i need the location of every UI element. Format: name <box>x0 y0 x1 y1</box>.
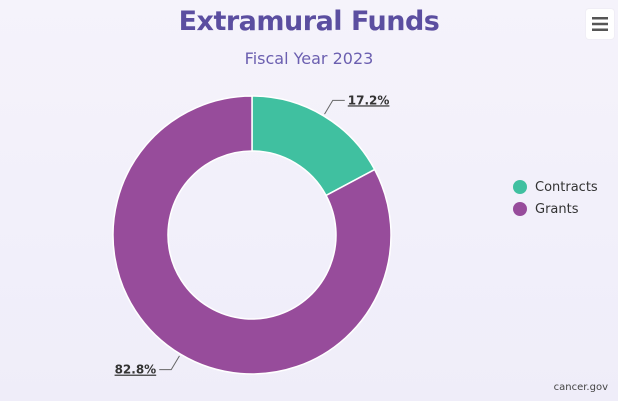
legend-label-contracts: Contracts <box>535 179 598 195</box>
slice-grants[interactable] <box>112 95 392 375</box>
chart-subtitle: Fiscal Year 2023 <box>244 49 374 68</box>
legend-item-contracts[interactable]: Contracts <box>513 176 598 198</box>
chart-title: Extramural Funds <box>178 6 440 37</box>
legend-label-grants: Grants <box>535 201 579 217</box>
chart-legend: Contracts Grants <box>513 176 598 220</box>
connector-contracts <box>324 99 345 115</box>
connector-grants <box>159 355 180 371</box>
data-label-grants: 82.8% <box>115 363 157 377</box>
legend-item-grants[interactable]: Grants <box>513 198 598 220</box>
hamburger-menu-icon <box>592 17 608 31</box>
credit-link[interactable]: cancer.gov <box>553 382 608 393</box>
data-label-contracts: 17.2% <box>348 93 390 107</box>
legend-swatch-grants <box>513 202 527 216</box>
legend-swatch-contracts <box>513 180 527 194</box>
chart-menu-button[interactable] <box>586 9 614 39</box>
